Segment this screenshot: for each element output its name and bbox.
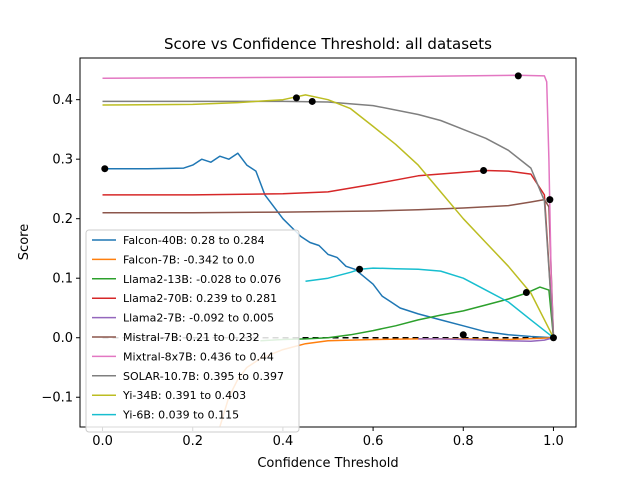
legend: Falcon-40B: 0.28 to 0.284 Falcon-7B: -0.3… <box>85 229 300 433</box>
legend-entry-9: Yi-6B: 0.039 to 0.115 <box>122 409 239 422</box>
marker-layer <box>101 72 557 342</box>
legend-box <box>85 229 300 433</box>
legend-entry-6: Mixtral-8x7B: 0.436 to 0.44 <box>123 350 274 363</box>
series-line-5 <box>102 198 555 338</box>
max-marker-7 <box>522 288 530 296</box>
y-axis-label: Score <box>17 224 32 260</box>
y-tick-label-2: 0.1 <box>52 272 73 287</box>
series-line-7 <box>102 100 555 338</box>
x-axis-ticks: 0.0 0.2 0.4 0.6 0.8 1.0 <box>92 427 564 449</box>
series-line-3 <box>102 169 555 338</box>
series-line-6 <box>102 74 555 338</box>
series-line-0 <box>102 152 554 339</box>
max-marker-5 <box>480 166 488 174</box>
max-marker-2 <box>308 97 316 105</box>
legend-entry-7: SOLAR-10.7B: 0.395 to 0.397 <box>123 370 284 383</box>
x-tick-label-2: 0.4 <box>273 434 294 449</box>
legend-entry-0: Falcon-40B: 0.28 to 0.284 <box>123 234 265 247</box>
legend-entry-4: Llama2-7B: -0.092 to 0.005 <box>123 312 274 325</box>
y-tick-label-0: −0.1 <box>41 391 73 406</box>
y-tick-label-1: 0.0 <box>52 331 73 346</box>
series-line-2 <box>260 286 555 342</box>
max-marker-1 <box>292 94 300 102</box>
plot-frame <box>79 57 577 428</box>
series-line-4 <box>418 336 554 343</box>
series-line-9 <box>305 267 554 339</box>
y-tick-label-5: 0.4 <box>52 93 73 108</box>
max-marker-8 <box>546 196 554 204</box>
x-tick-label-4: 0.8 <box>453 434 474 449</box>
legend-entry-3: Llama2-70B: 0.239 to 0.281 <box>123 292 277 305</box>
legend-entry-1: Falcon-7B: -0.342 to 0.0 <box>123 253 255 266</box>
max-marker-4 <box>459 331 467 339</box>
legend-entry-8: Yi-34B: 0.391 to 0.403 <box>122 389 246 402</box>
max-marker-3 <box>356 265 364 273</box>
y-tick-label-3: 0.2 <box>52 212 73 227</box>
y-tick-label-4: 0.3 <box>52 153 73 168</box>
x-tick-label-1: 0.2 <box>182 434 203 449</box>
x-tick-label-0: 0.0 <box>92 434 113 449</box>
series-line-8 <box>102 94 555 339</box>
legend-entry-2: Llama2-13B: -0.028 to 0.076 <box>123 273 281 286</box>
max-marker-6 <box>514 72 522 80</box>
max-marker-9 <box>549 334 557 342</box>
x-tick-label-3: 0.6 <box>363 434 384 449</box>
x-axis-label: Confidence Threshold <box>257 456 398 471</box>
max-marker-0 <box>101 165 109 173</box>
legend-entry-5: Mistral-7B: 0.21 to 0.232 <box>123 331 260 344</box>
x-tick-label-5: 1.0 <box>543 434 564 449</box>
chart-title: Score vs Confidence Threshold: all datas… <box>164 35 492 53</box>
y-axis-ticks: −0.1 0.0 0.1 0.2 0.3 0.4 <box>41 93 80 406</box>
